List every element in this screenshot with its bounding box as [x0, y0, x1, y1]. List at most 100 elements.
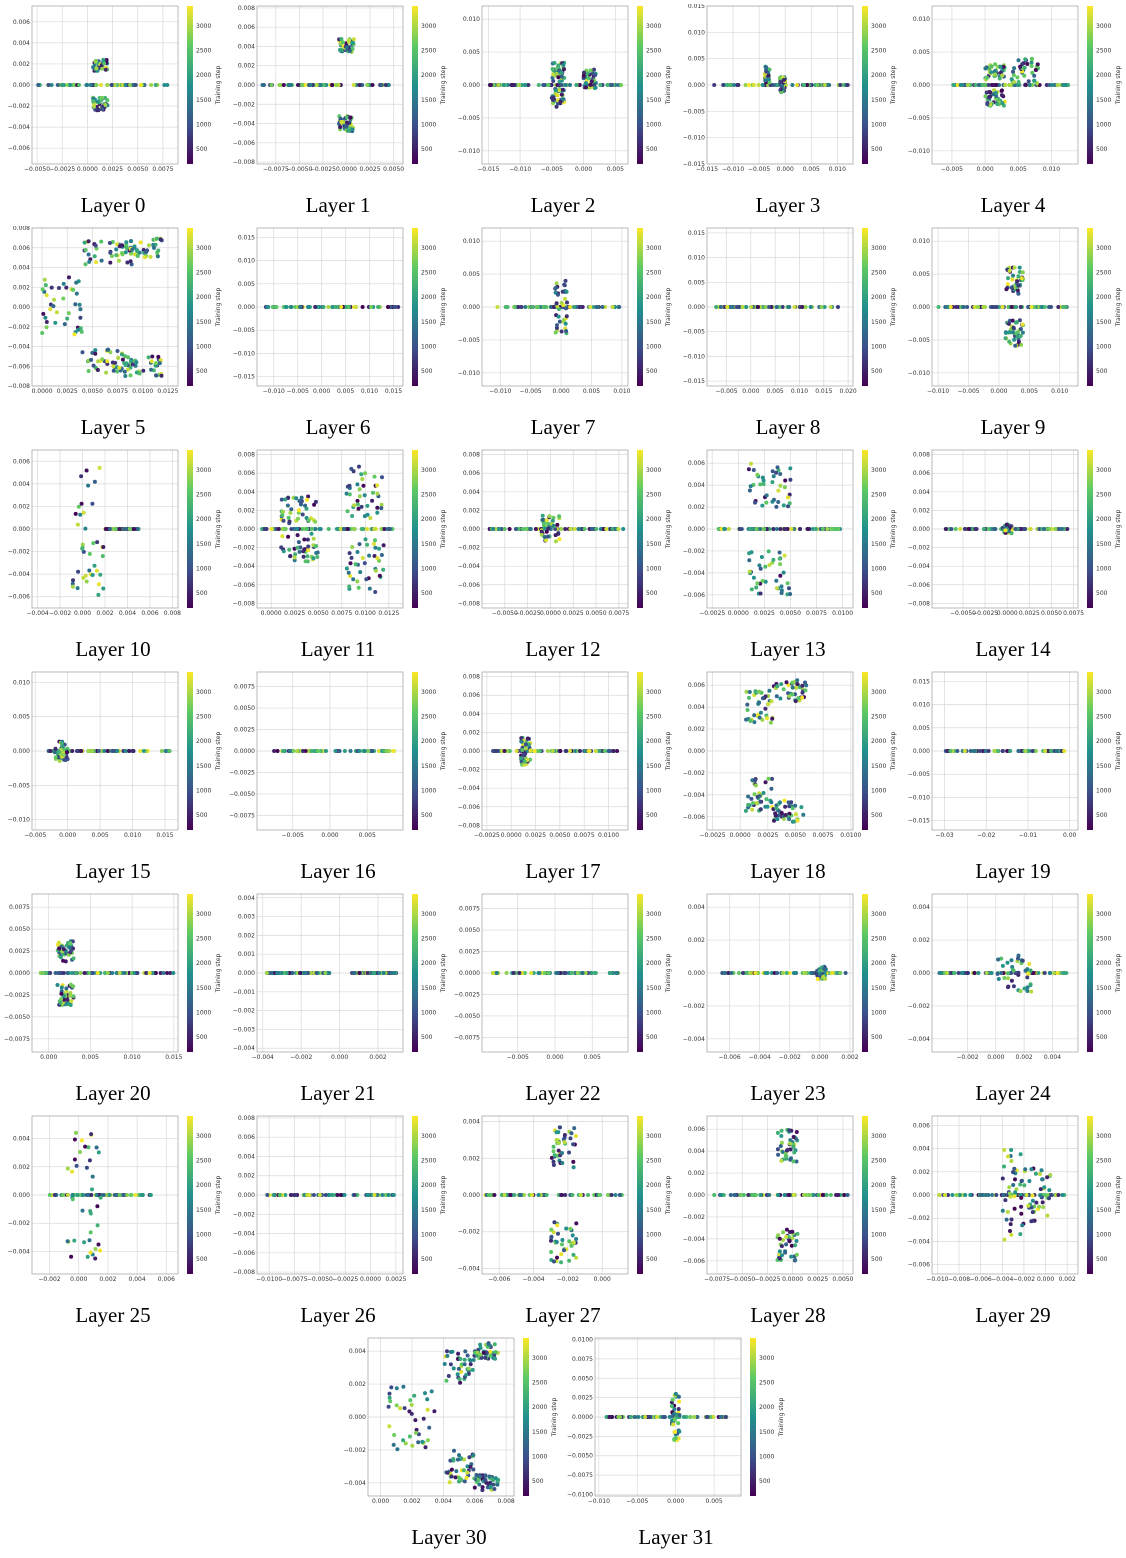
data-point [572, 1165, 576, 1169]
y-tick-label: −0.006 [458, 582, 480, 589]
data-point [1010, 286, 1014, 290]
colorbar-tick-label: 1000 [196, 344, 211, 351]
data-point [543, 305, 547, 309]
data-point [586, 1193, 590, 1197]
data-point [753, 689, 757, 693]
data-point [1016, 335, 1020, 339]
data-point [564, 322, 568, 326]
data-point [735, 305, 739, 309]
y-tick-label: −0.004 [458, 1265, 480, 1272]
y-tick-label: −0.002 [683, 770, 705, 777]
data-point [977, 83, 981, 87]
data-point [54, 755, 58, 759]
data-point [89, 358, 93, 362]
data-point [753, 779, 757, 783]
data-point [85, 580, 89, 584]
data-point [763, 971, 767, 975]
y-tick-label: −0.006 [458, 804, 480, 811]
x-tick-label: −0.010 [722, 166, 744, 173]
data-point [1012, 1167, 1016, 1171]
data-point [530, 305, 534, 309]
y-tick-label: 0.000 [913, 304, 930, 311]
x-tick-label: 0.000 [331, 1054, 348, 1061]
data-point [963, 527, 967, 531]
data-point [752, 713, 756, 717]
data-point [491, 527, 495, 531]
x-tick-label: 0.0075 [806, 610, 827, 617]
data-point [563, 297, 567, 301]
data-point [91, 99, 95, 103]
data-point [56, 983, 60, 987]
data-point [1007, 1185, 1011, 1189]
y-tick-label: −0.010 [458, 148, 480, 155]
data-point [787, 1193, 791, 1197]
data-point [1038, 1172, 1042, 1176]
data-point [93, 60, 97, 64]
data-point [985, 102, 989, 106]
colorbar-tick-label: 500 [1096, 368, 1108, 375]
data-point [800, 696, 804, 700]
data-point [568, 1227, 572, 1231]
data-point [138, 372, 142, 376]
colorbar-tick-label: 2500 [646, 491, 661, 498]
data-point [303, 504, 307, 508]
x-tick-label: −0.0025 [754, 1276, 780, 1283]
data-point [957, 971, 961, 975]
colorbar-tick-label: 2000 [646, 738, 661, 745]
colorbar-tick-label: 500 [646, 1034, 658, 1041]
data-point [978, 749, 982, 753]
y-tick-label: 0.002 [688, 937, 705, 944]
x-tick-label: 0.0025 [525, 832, 546, 839]
data-point [90, 749, 94, 753]
y-tick-label: 0.008 [238, 1115, 255, 1122]
colorbar [187, 894, 193, 1052]
data-point [81, 543, 85, 547]
data-point [945, 971, 949, 975]
data-point [567, 1239, 571, 1243]
data-point [603, 749, 607, 753]
data-point [358, 494, 362, 498]
colorbar-tick-label: 3000 [1096, 1133, 1111, 1140]
data-point [392, 749, 396, 753]
colorbar-label: Training step [440, 66, 447, 106]
x-tick-label: 0.0025 [1019, 610, 1040, 617]
scatter-points [491, 736, 619, 767]
data-point [1030, 61, 1034, 65]
x-tick-label: 0.000 [70, 1276, 87, 1283]
x-tick-label: 0.000 [987, 1054, 1004, 1061]
data-point [794, 699, 798, 703]
colorbar-tick-label: 2500 [421, 713, 436, 720]
data-point [747, 551, 751, 555]
colorbar-tick-label: 3000 [421, 23, 436, 30]
data-point [131, 362, 135, 366]
data-point [821, 1193, 825, 1197]
data-point [60, 986, 64, 990]
data-point [739, 1193, 743, 1197]
data-point [770, 480, 774, 484]
data-point [1016, 971, 1020, 975]
data-point [1019, 327, 1023, 331]
data-point [92, 364, 96, 368]
data-point [164, 749, 168, 753]
colorbar-tick-label: 1500 [871, 97, 886, 104]
data-point [76, 586, 80, 590]
colorbar-tick-label: 2500 [1096, 1157, 1111, 1164]
data-point [53, 750, 57, 754]
data-point [61, 959, 65, 963]
colorbar [1087, 894, 1093, 1052]
data-point [502, 83, 506, 87]
data-point [795, 682, 799, 686]
data-point [778, 562, 782, 566]
data-point [114, 247, 118, 251]
data-point [523, 760, 527, 764]
y-tick-label: −0.006 [908, 582, 930, 589]
data-point [1016, 330, 1020, 334]
colorbar-label: Training step [1115, 954, 1122, 994]
data-point [552, 1145, 556, 1149]
data-point [1008, 1192, 1012, 1196]
data-point [551, 749, 555, 753]
y-tick-label: 0.004 [688, 904, 705, 911]
colorbar-tick-label: 500 [646, 590, 658, 597]
data-point [1003, 1198, 1007, 1202]
